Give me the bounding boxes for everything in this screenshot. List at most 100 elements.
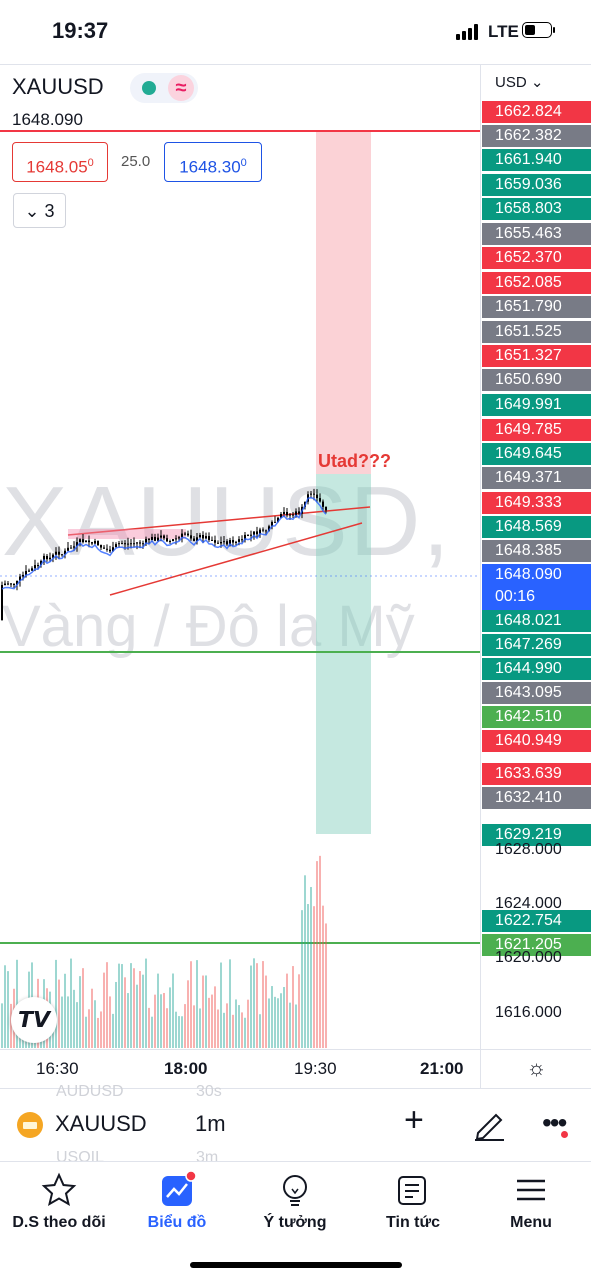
candle-body bbox=[82, 539, 84, 543]
last-price: 1648.090 bbox=[12, 110, 83, 129]
nav-news[interactable]: Tin tức bbox=[354, 1170, 472, 1232]
price-label: 1655.463 bbox=[482, 223, 591, 245]
candle-body bbox=[88, 540, 90, 543]
nav-ideas[interactable]: Ý tưởng bbox=[236, 1170, 354, 1232]
price-label: 1662.824 bbox=[482, 101, 591, 123]
volume-bar bbox=[274, 996, 276, 1048]
candle-body bbox=[67, 547, 69, 551]
indicators-toggle[interactable]: ⌄ 3 bbox=[13, 193, 66, 228]
volume-bar bbox=[322, 905, 324, 1048]
buy-button[interactable]: 1648.300 bbox=[164, 142, 262, 182]
alert-dot-icon bbox=[561, 1131, 568, 1138]
volume-bar bbox=[301, 910, 303, 1048]
candle-body bbox=[157, 537, 159, 541]
candle-body bbox=[31, 568, 33, 571]
volume-bar bbox=[229, 959, 231, 1048]
plus-icon[interactable]: + bbox=[404, 1101, 424, 1139]
candle-body bbox=[163, 535, 165, 539]
watermark-description: Vàng / Đô la Mỹ bbox=[2, 594, 415, 659]
nav-label: D.S theo dõi bbox=[12, 1214, 106, 1231]
menu-icon bbox=[517, 1179, 545, 1201]
candle-body bbox=[97, 541, 99, 546]
price-axis[interactable]: USD ⌄ 1662.824 1662.382 1661.940 1659.036 16… bbox=[480, 64, 591, 1050]
time-label: 21:00 bbox=[420, 1059, 464, 1078]
price-label: 1649.645 bbox=[482, 443, 591, 465]
price-tick: 1616.000 bbox=[495, 1004, 562, 1021]
volume-bar bbox=[283, 987, 285, 1048]
highlight-band bbox=[68, 529, 186, 539]
symbol-name[interactable]: XAUUSD bbox=[55, 1111, 147, 1136]
price-label: 1651.327 bbox=[482, 345, 591, 367]
candle-body bbox=[292, 514, 294, 516]
candle-body bbox=[127, 543, 129, 545]
chevron-down-icon: ⌄ bbox=[24, 201, 40, 221]
candle-body bbox=[241, 539, 243, 541]
battery-icon bbox=[522, 22, 556, 40]
volume-bar bbox=[67, 996, 69, 1048]
candle-body bbox=[256, 531, 258, 535]
price-label: 1651.525 bbox=[482, 321, 591, 343]
price-label: 1629.219 bbox=[482, 824, 591, 846]
candle-body bbox=[52, 554, 54, 558]
bid-price: 1648.05 bbox=[26, 157, 88, 177]
interval-selector[interactable]: 1m bbox=[195, 1111, 226, 1136]
candle-body bbox=[280, 513, 282, 518]
volume-bar bbox=[127, 993, 129, 1048]
volume-bar bbox=[226, 1003, 228, 1048]
sell-button[interactable]: 1648.050 bbox=[12, 142, 108, 182]
candle-body bbox=[175, 538, 177, 540]
bid-suffix: 0 bbox=[87, 157, 94, 169]
volume-bar bbox=[79, 976, 81, 1048]
network-label: LTE bbox=[488, 22, 519, 41]
ghost-interval: 30s bbox=[196, 1083, 222, 1100]
volume-bar bbox=[211, 994, 213, 1048]
nav-menu[interactable]: Menu bbox=[472, 1170, 590, 1232]
settings-icon[interactable]: ☼ bbox=[480, 1050, 591, 1088]
wedge-upper-line bbox=[67, 506, 371, 536]
indicators-count: 3 bbox=[44, 201, 55, 221]
volume-bar bbox=[97, 1017, 99, 1048]
volume-bar bbox=[109, 996, 111, 1048]
candle-body bbox=[190, 535, 192, 539]
currency-selector[interactable]: USD ⌄ bbox=[495, 74, 544, 91]
volume-bar bbox=[250, 965, 252, 1048]
news-icon bbox=[398, 1176, 426, 1205]
price-label: 1648.021 bbox=[482, 610, 591, 632]
price-tick: 1628.000 bbox=[495, 841, 562, 858]
bar-countdown: 00:16 bbox=[495, 588, 536, 605]
candle-body bbox=[313, 493, 315, 495]
volume-bar bbox=[88, 1009, 90, 1048]
candle-body bbox=[238, 539, 240, 542]
candle-body bbox=[322, 501, 324, 507]
chart-annotation[interactable]: Utad??? bbox=[318, 451, 391, 471]
candle-body bbox=[247, 534, 249, 536]
candle-body bbox=[202, 534, 204, 539]
price-label: 1643.095 bbox=[482, 682, 591, 704]
candle-body bbox=[244, 534, 246, 540]
volume-bar bbox=[178, 1016, 180, 1048]
volume-bar bbox=[76, 1002, 78, 1048]
status-pill[interactable]: ≈ bbox=[130, 73, 198, 103]
drawing-tool-icon[interactable] bbox=[472, 1107, 506, 1141]
candle-body bbox=[43, 555, 45, 561]
volume-bar bbox=[106, 962, 108, 1048]
candle-body bbox=[46, 555, 48, 560]
price-label: 1659.036 bbox=[482, 174, 591, 196]
candle-body bbox=[316, 494, 318, 499]
volume-bar bbox=[157, 973, 159, 1048]
chart-pane[interactable]: XAUUSD, 1 Vàng / Đô la Mỹ XAUUSD ≈ 1648.… bbox=[0, 64, 480, 1050]
candle-body bbox=[319, 498, 321, 502]
nav-chart[interactable]: Biểu đồ bbox=[118, 1170, 236, 1232]
volume-bar bbox=[187, 980, 189, 1048]
time-label: 18:00 bbox=[164, 1059, 208, 1078]
volume-bar bbox=[181, 1016, 183, 1048]
time-axis[interactable]: 16:30 18:00 19:30 21:00 ☼ bbox=[0, 1049, 591, 1088]
volume-bar bbox=[202, 975, 204, 1048]
price-label: 1651.790 bbox=[482, 296, 591, 318]
volume-bar bbox=[304, 875, 306, 1048]
chart-canvas[interactable] bbox=[0, 65, 480, 1050]
chart-symbol[interactable]: XAUUSD bbox=[12, 74, 104, 99]
volume-bar bbox=[175, 1011, 177, 1048]
tradingview-logo-icon[interactable]: 𝙏𝙑 bbox=[11, 997, 57, 1043]
nav-watchlist[interactable]: D.S theo dõi bbox=[0, 1170, 118, 1232]
